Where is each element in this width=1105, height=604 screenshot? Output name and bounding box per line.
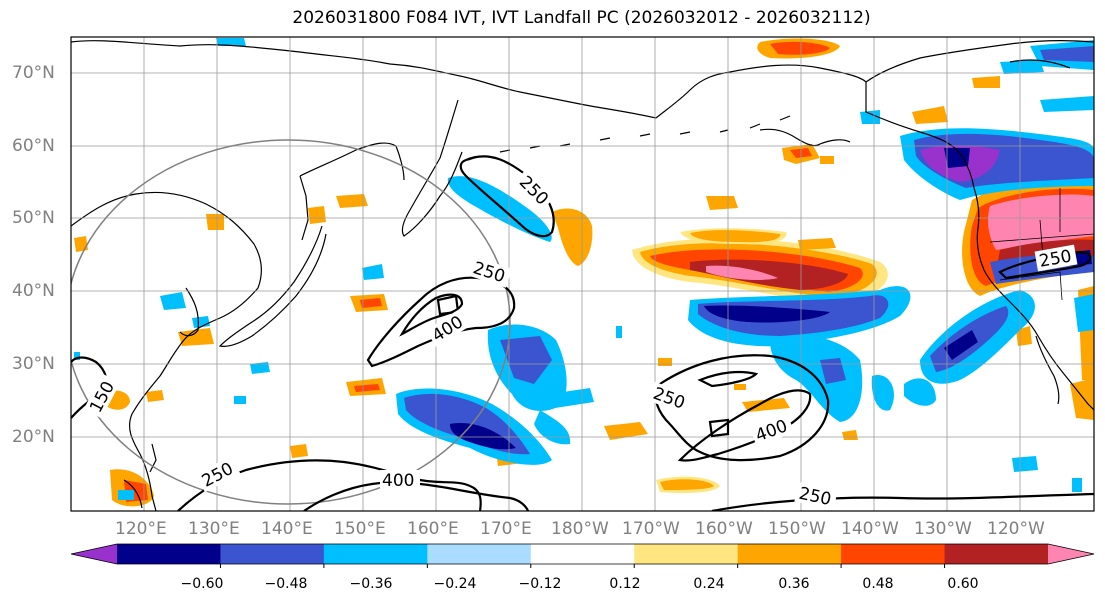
lat-label-30n: 30°N — [12, 354, 55, 374]
colorbar-segment — [427, 544, 532, 564]
colorbar-tick-label: −0.36 — [349, 576, 393, 592]
colorbar-extend-low — [71, 544, 117, 564]
lon-label-130w: 130°W — [914, 519, 972, 539]
negative-anomaly-fields — [74, 38, 1094, 500]
colorbar-segment — [530, 544, 635, 564]
colorbar-segment — [841, 544, 946, 564]
lat-label-60n: 60°N — [12, 136, 55, 156]
colorbar — [70, 543, 1095, 568]
landfall-region-circle — [71, 139, 511, 505]
lat-label-70n: 70°N — [12, 63, 55, 83]
colorbar-tick-label: −0.60 — [180, 576, 224, 592]
lon-label-170w: 170°W — [622, 519, 680, 539]
colorbar-segment — [944, 544, 1049, 564]
lon-label-140e: 140°E — [261, 519, 313, 539]
lat-label-40n: 40°N — [12, 281, 55, 301]
colorbar-tick-label: −0.12 — [518, 576, 562, 592]
chart-title: 2026031800 F084 IVT, IVT Landfall PC (20… — [292, 8, 871, 28]
colorbar-segment — [117, 544, 221, 564]
lon-label-160e: 160°E — [407, 519, 459, 539]
lon-label-120e: 120°E — [115, 519, 167, 539]
colorbar-tick-label: −0.24 — [433, 576, 477, 592]
colorbar-tick-label: 0.12 — [609, 576, 641, 592]
colorbar-segment — [323, 544, 428, 564]
lon-label-170e: 170°E — [480, 519, 532, 539]
lon-label-150e: 150°E — [334, 519, 386, 539]
coastlines — [71, 40, 1094, 511]
lon-label-140w: 140°W — [841, 519, 899, 539]
lon-label-160w: 160°W — [695, 519, 753, 539]
graticule — [71, 37, 1094, 511]
contour-label: 400 — [382, 471, 414, 491]
map-frame — [70, 36, 1095, 512]
colorbar-extend-high — [1048, 544, 1094, 564]
colorbar-tick-label: 0.48 — [862, 576, 894, 592]
colorbar-tick-label: 0.60 — [947, 576, 979, 592]
colorbar-tick-label: −0.48 — [264, 576, 308, 592]
lat-label-50n: 50°N — [12, 208, 55, 228]
lon-label-120w: 120°W — [987, 519, 1045, 539]
lon-label-150w: 150°W — [768, 519, 826, 539]
ivt-contours — [71, 155, 1094, 511]
lat-label-20n: 20°N — [12, 427, 55, 447]
colorbar-tick-label: 0.36 — [778, 576, 810, 592]
colorbar-tick-label: 0.24 — [693, 576, 725, 592]
colorbar-segment — [220, 544, 325, 564]
lon-label-180w: 180°W — [551, 519, 609, 539]
colorbar-segment — [737, 544, 842, 564]
colorbar-outline — [70, 543, 1095, 565]
lon-label-130e: 130°E — [188, 519, 240, 539]
colorbar-segment — [634, 544, 739, 564]
